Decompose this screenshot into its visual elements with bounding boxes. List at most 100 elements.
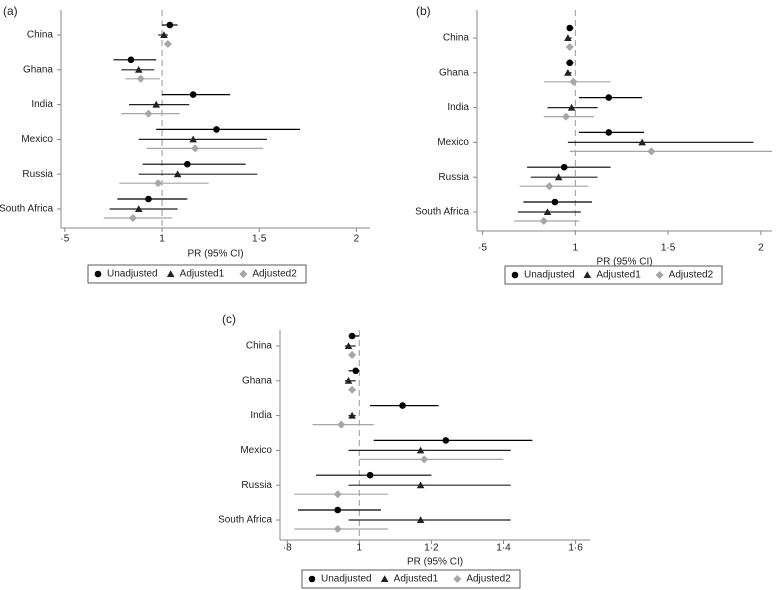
point-marker	[416, 446, 425, 454]
legend: Unadjusted Adjusted1 Adjusted2	[301, 569, 521, 589]
point-marker	[543, 208, 552, 215]
point-marker	[145, 195, 152, 203]
point-marker	[655, 271, 664, 279]
point-marker	[128, 214, 137, 222]
point-marker	[545, 182, 554, 191]
y-tick-label: Mexico	[21, 134, 53, 145]
legend-label: Unadjusted	[321, 574, 372, 585]
point-marker	[337, 420, 346, 429]
point-marker	[334, 506, 341, 514]
point-marker	[647, 147, 656, 156]
point-marker	[539, 217, 548, 225]
x-tick-label: ·5	[60, 234, 69, 245]
point-marker	[442, 437, 450, 444]
point-marker	[166, 270, 175, 277]
point-marker	[144, 109, 153, 118]
y-tick-label: Ghana	[23, 64, 53, 75]
point-marker	[163, 40, 172, 48]
point-marker	[554, 173, 563, 181]
legend-label: Adjusted2	[252, 269, 297, 280]
point-marker	[564, 69, 572, 76]
panel-label: (b)	[416, 4, 431, 18]
point-marker	[160, 31, 168, 38]
point-marker	[189, 135, 197, 143]
y-tick-label: China	[443, 33, 470, 44]
point-marker	[453, 575, 462, 583]
y-tick-label: Mexico	[240, 445, 272, 456]
point-marker	[565, 43, 574, 51]
y-tick-label: India	[447, 102, 469, 113]
point-marker	[189, 91, 197, 98]
point-marker	[134, 205, 143, 212]
point-marker	[213, 126, 220, 133]
legend-box	[301, 569, 521, 589]
x-tick-label: 2	[758, 243, 764, 254]
y-tick-label: South Africa	[0, 204, 53, 215]
panel: (b) ·5 1 1·5 2 PR (95% CI) China Ghana India Mexi…	[415, 4, 772, 285]
point-marker	[348, 332, 356, 340]
point-marker	[560, 163, 568, 171]
legend: Unadjusted Adjusted1 Adjusted2	[87, 264, 307, 284]
panel-label: (c)	[222, 312, 236, 326]
x-axis-label: PR (95% CI)	[407, 557, 463, 568]
point-marker	[420, 455, 429, 464]
y-tick-label: China	[246, 341, 273, 352]
x-tick-label: 1·4	[496, 543, 511, 554]
point-marker	[399, 402, 406, 409]
x-tick-label: ·5	[478, 243, 487, 254]
legend-label: Adjusted1	[394, 574, 439, 585]
point-marker	[166, 21, 174, 29]
point-marker	[605, 94, 613, 101]
x-tick-label: 1	[159, 234, 165, 245]
point-marker	[511, 271, 519, 279]
panel: (c) ·8 1 1·2 1·4 1·6 PR (95% CI) China Ghana Indi…	[218, 312, 590, 589]
legend-label: Adjusted1	[596, 270, 641, 281]
legend: Unadjusted Adjusted1 Adjusted2	[504, 265, 723, 285]
legend-label: Adjusted2	[466, 574, 511, 585]
point-marker	[583, 271, 592, 278]
y-tick-label: Ghana	[242, 375, 272, 386]
point-marker	[366, 471, 374, 479]
legend-label: Unadjusted	[524, 270, 575, 281]
point-marker	[154, 179, 163, 188]
x-tick-label: 1	[357, 543, 363, 554]
x-tick-label: 1	[573, 243, 579, 254]
point-marker	[344, 377, 353, 384]
point-marker	[638, 138, 646, 146]
point-marker	[127, 56, 135, 64]
point-marker	[184, 160, 191, 168]
point-marker	[567, 103, 576, 111]
x-axis-label: PR (95% CI)	[187, 249, 243, 260]
point-marker	[333, 490, 342, 499]
legend-box	[504, 265, 723, 285]
point-marker	[348, 351, 357, 359]
x-tick-label: 1·5	[661, 243, 676, 254]
point-marker	[352, 367, 359, 375]
point-marker	[94, 270, 102, 278]
x-tick-label: 1·5	[252, 234, 267, 245]
point-marker	[605, 129, 613, 136]
point-marker	[191, 144, 200, 153]
point-marker	[136, 74, 145, 83]
point-marker	[348, 385, 357, 394]
y-tick-label: Mexico	[437, 137, 469, 148]
y-tick-label: Ghana	[439, 67, 469, 78]
panel-label: (a)	[3, 4, 18, 18]
point-marker	[551, 198, 559, 206]
y-tick-label: South Africa	[415, 207, 469, 218]
point-marker	[380, 575, 389, 582]
panel: (a) ·5 1 1·5 2 PR (95% CI) China Ghana India Mexi…	[0, 4, 370, 284]
y-tick-label: India	[250, 410, 272, 421]
point-marker	[564, 34, 572, 41]
point-marker	[562, 112, 571, 121]
point-marker	[152, 100, 161, 108]
point-marker	[416, 481, 425, 489]
point-marker	[348, 411, 356, 419]
point-marker	[333, 525, 342, 533]
x-tick-label: 2	[354, 234, 360, 245]
y-tick-label: China	[27, 30, 54, 41]
point-marker	[566, 24, 574, 32]
y-tick-label: South Africa	[218, 515, 272, 526]
x-tick-label: 1·2	[424, 543, 439, 554]
